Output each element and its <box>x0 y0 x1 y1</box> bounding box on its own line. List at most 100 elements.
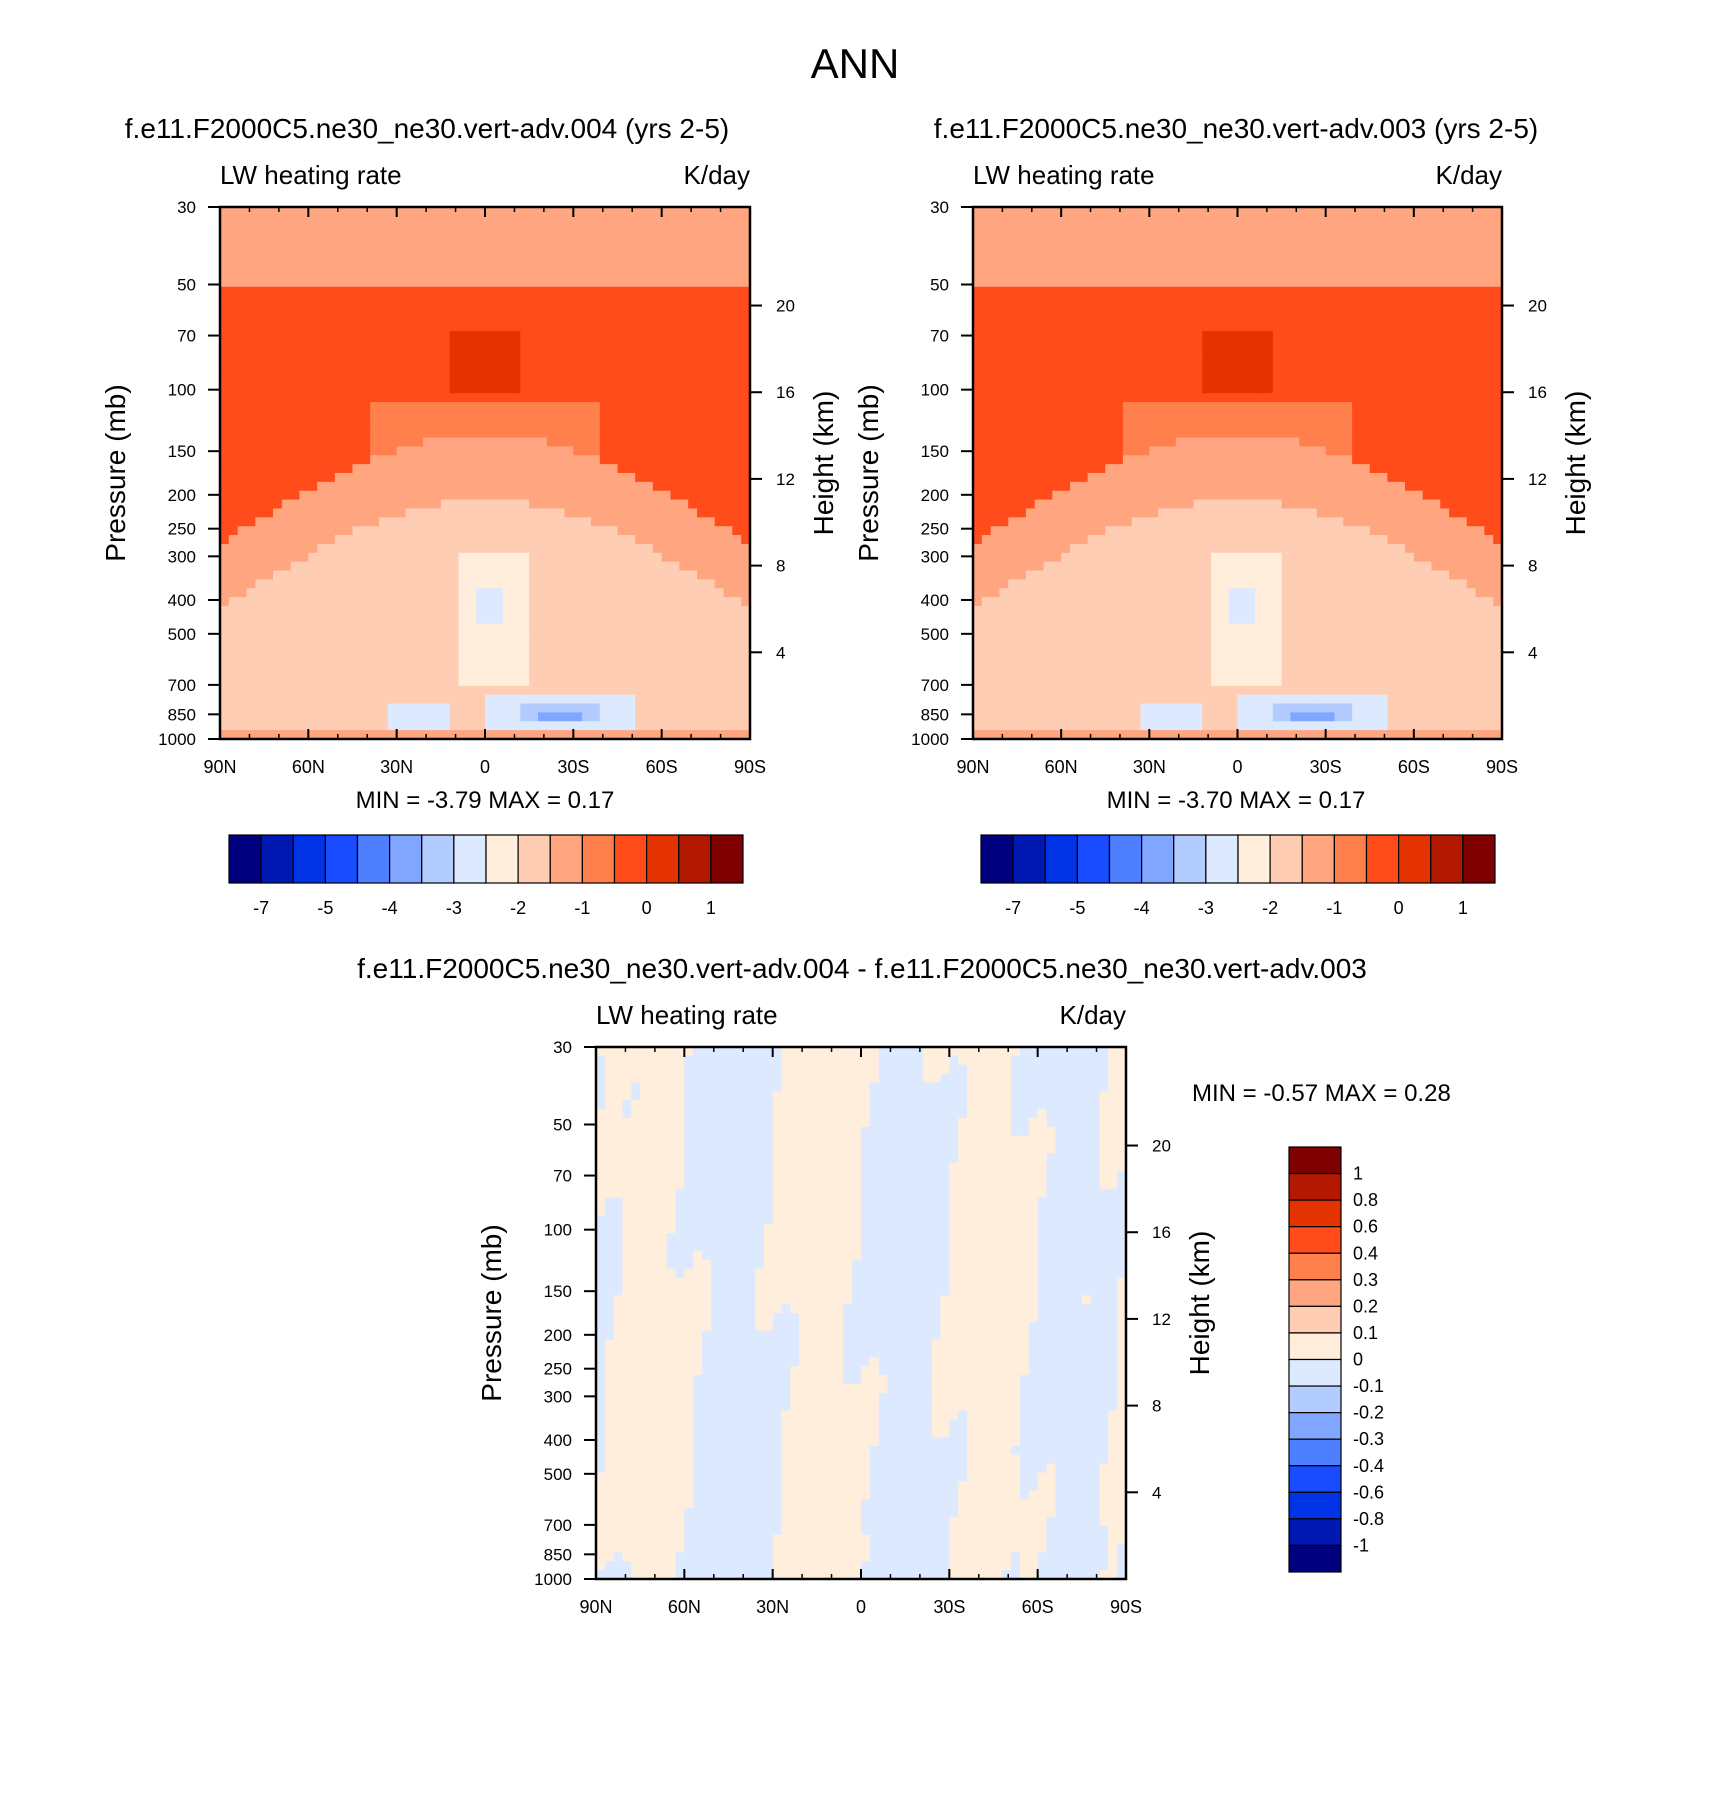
colorbar-box <box>260 834 294 884</box>
field-cell <box>1413 233 1424 244</box>
field-cell <box>520 588 530 598</box>
field-cell <box>1413 215 1424 226</box>
field-cell <box>608 357 619 368</box>
field-cell <box>1493 331 1503 341</box>
field-cell <box>405 340 415 350</box>
field-cell <box>255 606 265 616</box>
field-cell <box>705 207 716 217</box>
field-cell <box>617 641 627 651</box>
field-cell <box>273 375 283 385</box>
field-cell <box>1140 331 1150 341</box>
field-cell <box>1343 277 1353 288</box>
field-cell <box>1246 357 1256 368</box>
field-cell <box>1149 295 1159 306</box>
field-cell <box>273 508 283 518</box>
field-cell <box>564 455 574 465</box>
field-cell <box>697 304 707 314</box>
field-cell <box>379 730 389 740</box>
field-cell <box>1369 286 1380 297</box>
field-cell <box>714 703 725 713</box>
field-cell <box>343 641 354 651</box>
field-cell <box>370 393 380 403</box>
field-cell <box>1475 251 1485 261</box>
field-cell <box>299 304 309 314</box>
field-cell <box>493 499 504 510</box>
field-cell <box>582 277 592 288</box>
field-cell <box>1122 304 1133 314</box>
field-cell <box>273 410 283 421</box>
field-cell <box>1387 313 1397 323</box>
field-cell <box>458 490 468 501</box>
field-cell <box>1043 313 1053 323</box>
field-cell <box>255 526 265 536</box>
field-cell <box>290 233 301 244</box>
field-cell <box>361 694 371 705</box>
field-cell <box>723 641 733 651</box>
field-cell <box>255 286 265 297</box>
field-cell <box>290 561 301 572</box>
field-cell <box>343 614 354 625</box>
field-cell <box>582 384 592 394</box>
field-cell <box>290 552 301 563</box>
field-cell <box>714 410 725 421</box>
field-cell <box>326 508 336 518</box>
field-cell <box>1449 260 1459 270</box>
field-cell <box>228 304 239 314</box>
field-cell <box>538 526 548 536</box>
field-cell <box>732 331 742 341</box>
field-cell <box>237 428 248 439</box>
field-cell <box>1281 304 1291 314</box>
field-cell <box>246 224 256 235</box>
field-cell <box>361 242 371 252</box>
field-cell <box>520 730 530 740</box>
field-cell <box>635 535 645 545</box>
field-cell <box>237 375 248 385</box>
field-cell <box>538 366 548 377</box>
field-cell <box>1105 331 1115 341</box>
field-cell <box>564 561 574 572</box>
field-cell <box>564 606 574 616</box>
field-cell <box>617 375 627 385</box>
field-cell <box>981 304 992 314</box>
field-cell <box>670 721 680 731</box>
field-cell <box>440 517 451 527</box>
field-cell <box>493 304 504 314</box>
field-cell <box>741 340 751 350</box>
field-cell <box>1105 375 1115 385</box>
field-cell <box>741 402 751 412</box>
field-cell <box>652 384 663 394</box>
field-cell <box>714 446 725 456</box>
field-cell <box>290 455 301 465</box>
field-cell <box>1299 295 1309 306</box>
field-cell <box>626 490 636 501</box>
field-cell <box>1466 269 1477 279</box>
field-cell <box>308 712 318 722</box>
field-cell <box>564 348 574 359</box>
field-cell <box>573 641 583 651</box>
field-cell <box>1025 331 1036 341</box>
field-cell <box>591 694 601 705</box>
field-cell <box>264 233 274 244</box>
field-cell <box>1334 304 1344 314</box>
field-cell <box>1078 251 1089 261</box>
field-cell <box>502 676 513 687</box>
field-cell <box>617 419 627 430</box>
field-cell <box>1096 340 1106 350</box>
field-cell <box>281 614 292 625</box>
field-cell <box>1105 260 1115 270</box>
field-cell <box>990 251 1001 261</box>
field-cell <box>432 552 442 563</box>
field-cell <box>529 331 539 341</box>
field-cell <box>555 277 566 288</box>
field-cell <box>396 207 407 217</box>
field-cell <box>1034 331 1045 341</box>
field-cell <box>1017 251 1027 261</box>
field-cell <box>617 233 627 244</box>
field-cell <box>414 304 424 314</box>
field-cell <box>476 340 486 350</box>
field-cell <box>591 508 601 518</box>
field-cell <box>485 295 495 306</box>
field-cell <box>396 419 407 430</box>
field-cell <box>723 517 733 527</box>
field-cell <box>281 535 292 545</box>
